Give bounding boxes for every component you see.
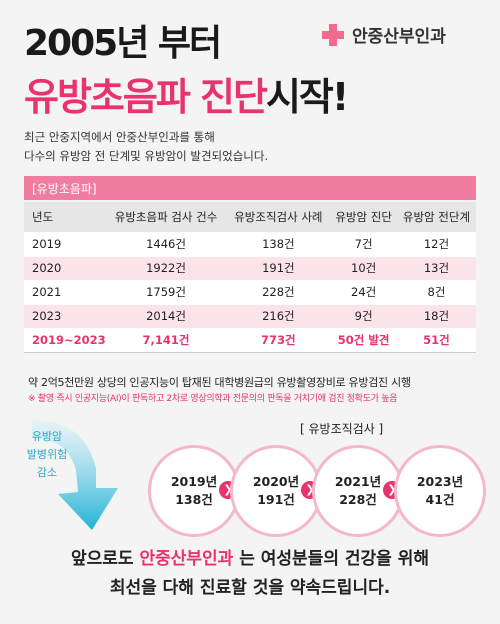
headline-main: 유방초음파 진단시작! xyxy=(24,66,349,121)
cell-cancer: 9건 xyxy=(330,304,397,329)
table-total-row: 2019~2023 7,141건 773건 50건 발견 51건 xyxy=(24,327,476,353)
cell-precancer: 18건 xyxy=(396,304,476,329)
table-row: 2020 1922건 191건 10건 13건 xyxy=(24,256,476,281)
closing-line-2: 최선을 다해 진료할 것을 약속드립니다. xyxy=(109,578,391,598)
biopsy-year: 2020년 xyxy=(252,474,300,489)
table-row: 2021 1759건 228건 24건 8건 xyxy=(24,280,476,305)
intro-line-2: 다수의 유방암 전 단계및 유방암이 발견되었습니다. xyxy=(24,149,269,163)
cell-ultrasound: 1922건 xyxy=(105,256,227,281)
cell-biopsy: 138건 xyxy=(226,232,331,257)
cell-cancer: 10건 xyxy=(330,256,397,281)
clinic-name: 안중산부인과 xyxy=(352,27,446,47)
biopsy-count: 228건 xyxy=(339,492,377,507)
closing-line-1: 앞으로도 안중산부인과 는 여성분들의 건강을 위해 xyxy=(0,545,500,574)
cell-precancer: 12건 xyxy=(396,232,476,257)
header-year: 년도 xyxy=(24,202,106,232)
table-header-row: 년도 유방초음파 검사 건수 유방조직검사 사례 유방암 진단 유방암 전단계 xyxy=(24,202,476,232)
down-arrow-icon xyxy=(32,420,118,530)
cell-precancer: 13건 xyxy=(396,256,476,281)
cell-ultrasound: 1446건 xyxy=(105,232,227,257)
headline-highlight: 유방초음파 진단 xyxy=(24,75,268,119)
risk-line-3: 감소 xyxy=(36,466,58,479)
cell-biopsy: 191건 xyxy=(226,256,331,281)
biopsy-section-title: [ 유방조직검사 ] xyxy=(300,422,384,436)
cell-cancer: 7건 xyxy=(330,232,397,257)
cell-year: 2023 xyxy=(24,304,106,329)
header-cancer: 유방암 진단 xyxy=(330,202,397,232)
total-ultrasound: 7,141건 xyxy=(105,327,227,353)
headline-year: 2005년 부터 xyxy=(24,23,222,64)
biopsy-count: 41건 xyxy=(425,492,455,507)
cell-year: 2019 xyxy=(24,232,106,257)
clinic-logo: 안중산부인과 xyxy=(322,22,446,47)
total-biopsy: 773건 xyxy=(226,327,331,353)
risk-reduction-label: 유방암 발병위험 감소 xyxy=(12,428,82,482)
header-precancer: 유방암 전단계 xyxy=(396,202,476,232)
cell-cancer: 24건 xyxy=(330,280,397,305)
table-row: 2019 1446건 138건 7건 12건 xyxy=(24,232,476,257)
header-biopsy: 유방조직검사 사례 xyxy=(226,202,331,232)
intro-text: 최근 안중지역에서 안중산부인과를 통해 다수의 유방암 전 단계및 유방암이 … xyxy=(24,128,268,166)
ai-reading-note: ※ 촬영 즉시 인공지능(AI)이 판독하고 2차로 영상의학과 전문의의 판독… xyxy=(28,394,398,404)
closing-clinic-name: 안중산부인과 xyxy=(139,549,234,569)
closing-post: 는 여성분들의 건강을 위해 xyxy=(233,549,430,569)
header-ultrasound: 유방초음파 검사 건수 xyxy=(105,202,227,232)
closing-pre: 앞으로도 xyxy=(70,549,140,569)
cell-biopsy: 228건 xyxy=(226,280,331,305)
table-caption: [유방초음파] xyxy=(24,176,476,200)
table-row: 2023 2014건 216건 9건 18건 xyxy=(24,304,476,329)
ultrasound-table: 년도 유방초음파 검사 건수 유방조직검사 사례 유방암 진단 유방암 전단계 … xyxy=(24,202,476,353)
biopsy-count: 138건 xyxy=(175,492,213,507)
cell-ultrasound: 1759건 xyxy=(105,280,227,305)
biopsy-count: 191건 xyxy=(257,492,295,507)
intro-line-1: 최근 안중지역에서 안중산부인과를 통해 xyxy=(24,130,215,144)
risk-line-2: 발병위험 xyxy=(26,448,68,461)
total-cancer: 50건 발견 xyxy=(330,327,397,353)
total-period: 2019~2023 xyxy=(24,327,106,353)
closing-message: 앞으로도 안중산부인과 는 여성분들의 건강을 위해 최선을 다해 진료할 것을… xyxy=(0,545,500,603)
biopsy-year: 2019년 xyxy=(170,474,218,489)
biopsy-year: 2023년 xyxy=(416,474,464,489)
cell-ultrasound: 2014건 xyxy=(105,304,227,329)
medical-cross-icon xyxy=(322,23,344,46)
cell-year: 2020 xyxy=(24,256,106,281)
risk-line-1: 유방암 xyxy=(31,430,63,443)
headline-start: 시작! xyxy=(265,75,349,119)
biopsy-circle-2023: 2023년 41건 xyxy=(394,445,486,537)
cell-precancer: 8건 xyxy=(396,280,476,305)
cell-biopsy: 216건 xyxy=(226,304,331,329)
cell-year: 2021 xyxy=(24,280,106,305)
total-precancer: 51건 xyxy=(396,327,476,353)
biopsy-circle-2019: 2019년 138건 xyxy=(148,445,240,537)
equipment-note: 약 2억5천만원 상당의 인공지능이 탑재된 대학병원급의 유방촬영장비로 유방… xyxy=(28,376,411,389)
biopsy-year: 2021년 xyxy=(334,474,382,489)
